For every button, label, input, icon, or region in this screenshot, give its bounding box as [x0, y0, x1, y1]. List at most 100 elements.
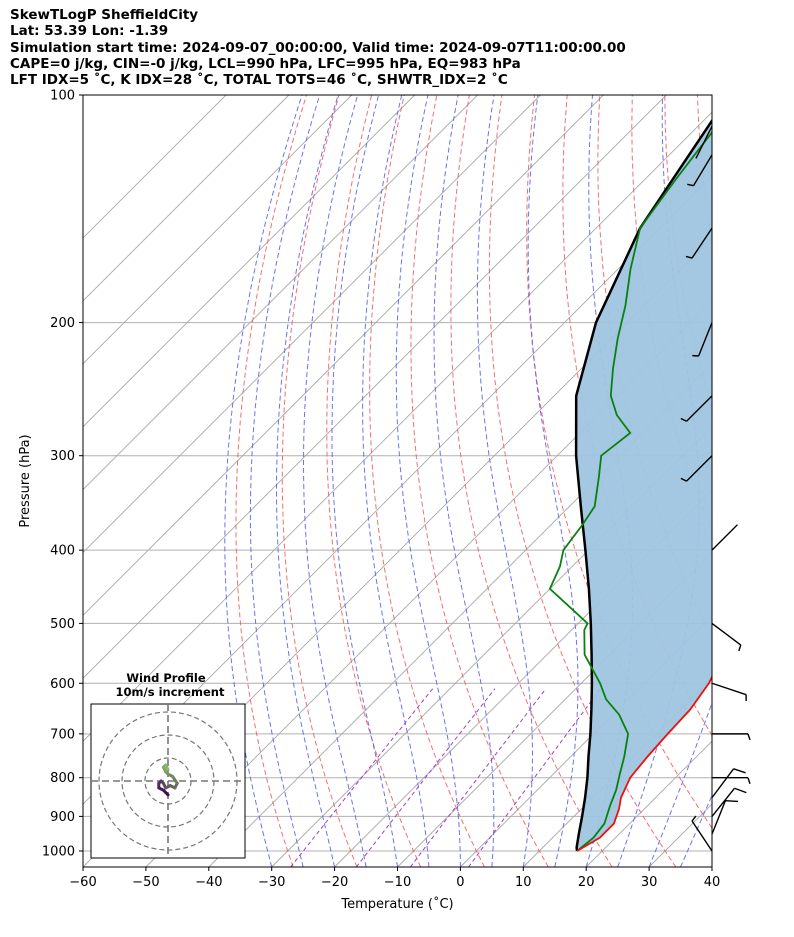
dry-adiabat-line: [450, 95, 613, 867]
wind-barb: [680, 395, 713, 422]
moist-adiabat-line: [527, 95, 579, 867]
dry-adiabat-line: [730, 95, 794, 867]
y-tick-label: 300: [50, 449, 75, 464]
wind-barb-half: [747, 733, 751, 741]
wind-barb: [711, 787, 747, 817]
y-tick-label: 700: [50, 727, 75, 742]
temperature-profile-line: [576, 674, 712, 852]
time-label: Simulation start time: 2024-09-07_00:00:…: [10, 39, 626, 56]
moist-adiabat-line: [249, 95, 321, 867]
isotherm-line: [83, 95, 604, 617]
wind-barb-half: [685, 255, 693, 259]
moist-adiabat-line: [648, 701, 712, 867]
x-tick-label: −50: [132, 875, 159, 890]
wind-barb-staff: [691, 227, 713, 259]
isotherm-line: [83, 95, 478, 491]
isotherm-line: [83, 95, 541, 554]
moist-adiabat-line: [476, 95, 533, 867]
moist-adiabat-line: [362, 95, 430, 867]
dewpoint-profile-line: [548, 130, 712, 852]
wind-barb: [680, 455, 713, 482]
dry-adiabat-line: [235, 95, 307, 867]
wind-barb-staff: [711, 800, 727, 835]
wind-barb-half: [747, 777, 751, 784]
y-tick-label: 100: [50, 89, 75, 104]
sounding-profiles: [548, 118, 712, 852]
y-tick-label: 200: [50, 316, 75, 331]
location-label: Lat: 53.39 Lon: -1.39: [10, 23, 169, 40]
y-axis: 100 200 300 400 500 600 700 800 900 1000: [42, 89, 83, 859]
isotherm-line: [397, 551, 712, 867]
wind-barb: [692, 322, 713, 357]
y-tick-label: 900: [50, 810, 75, 825]
chart-header: SkewTLogP SheffieldCity Lat: 53.39 Lon: …: [10, 7, 626, 88]
wind-barb-staff: [691, 820, 713, 852]
hodograph-subtitle: 10m/s increment: [116, 685, 225, 699]
mixing-ratio-line: [355, 688, 496, 867]
cape-area: [576, 120, 712, 851]
moist-adiabat-line: [617, 95, 700, 867]
wind-barb: [687, 154, 713, 187]
index-summary: LFT IDX=5 ˚C, K IDX=28 ˚C, TOTAL TOTS=46…: [10, 72, 508, 89]
wind-barb-staff: [711, 622, 742, 646]
wind-barb: [711, 800, 739, 835]
isotherm-line: [334, 488, 712, 867]
x-tick-label: −40: [195, 875, 222, 890]
dry-adiabat-line: [526, 95, 712, 829]
isotherm-line: [145, 300, 712, 867]
moist-adiabat-line: [680, 794, 712, 867]
cape-shading: [576, 120, 712, 851]
wind-barb: [695, 125, 713, 159]
moist-adiabat-line: [276, 95, 339, 867]
isotherm-line: [83, 95, 667, 679]
y-tick-label: 800: [50, 771, 75, 786]
mixing-ratio-line: [409, 688, 547, 867]
mixing-ratio-line: [468, 688, 602, 867]
wind-barb-flag: [733, 768, 746, 774]
mixing-ratio-line: [290, 688, 434, 867]
mixing-ratio-lines: [290, 688, 602, 867]
axis-labels: Temperature (˚C) Pressure (hPa): [18, 434, 454, 912]
wind-barb-staff: [697, 322, 713, 357]
x-tick-label: −60: [69, 875, 96, 890]
wind-barb-staff: [711, 787, 736, 817]
wind-barb-half: [691, 815, 697, 822]
wind-barb: [711, 622, 742, 652]
wind-barb-staff: [711, 682, 747, 696]
wind-barb-staff: [695, 125, 713, 159]
wind-barb-staff: [686, 455, 713, 482]
y-tick-label: 600: [50, 677, 75, 692]
stability-summary: CAPE=0 j/kg, CIN=-0 j/kg, LCL=990 hPa, L…: [10, 55, 521, 72]
dry-adiabat-line: [326, 95, 422, 867]
wind-barbs: [680, 125, 751, 852]
isotherm-line: [83, 95, 416, 428]
moist-adiabat-line: [224, 95, 303, 867]
dry-adiabat-line: [369, 95, 485, 867]
moist-adiabat-line: [433, 95, 495, 867]
wind-barb: [685, 227, 713, 259]
wind-barb-half: [687, 183, 694, 187]
wind-barb-flag: [725, 800, 739, 803]
y-tick-label: 1000: [42, 844, 75, 859]
moist-adiabats: [224, 95, 712, 867]
moist-adiabat-line: [711, 865, 712, 867]
x-axis-label: Temperature (˚C): [340, 896, 453, 912]
wind-barb-flag: [734, 787, 747, 794]
hodograph-title: Wind Profile: [126, 671, 206, 685]
x-tick-label: 0: [456, 875, 464, 890]
x-tick-label: 40: [704, 875, 721, 890]
wind-barb: [711, 768, 746, 799]
isotherm-line: [83, 95, 353, 365]
dry-adiabat-line: [281, 95, 358, 867]
wind-barb: [691, 815, 713, 852]
chart-title: SkewTLogP SheffieldCity: [10, 7, 199, 23]
wind-barb-half: [680, 477, 687, 482]
wind-barb: [711, 524, 738, 551]
wind-barb-staff: [711, 524, 738, 551]
isotherm-line: [711, 866, 712, 867]
wind-barb: [712, 733, 751, 741]
x-tick-label: −10: [384, 875, 411, 890]
isotherm-line: [83, 95, 290, 302]
dry-adiabat-line: [763, 95, 794, 867]
